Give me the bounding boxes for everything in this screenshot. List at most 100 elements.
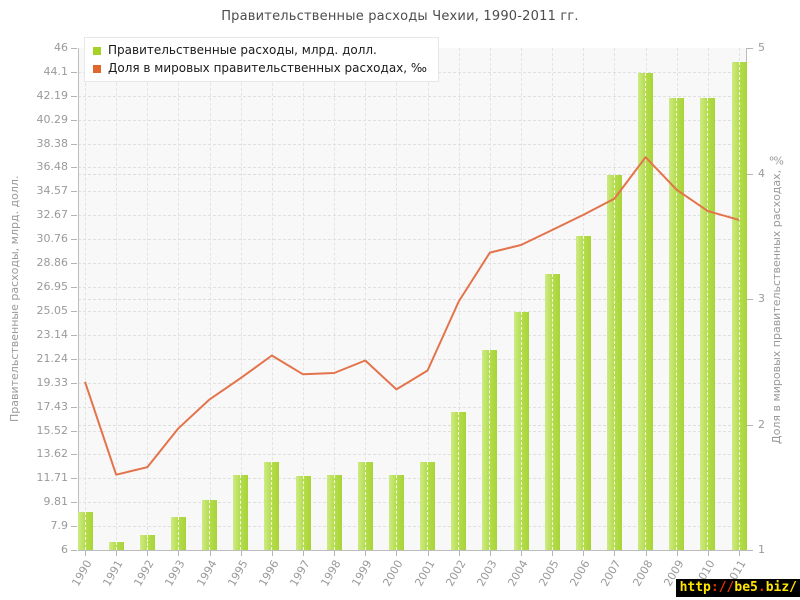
x-tick-label-text: 1993 [162,557,188,589]
left-tick-mark [71,358,77,360]
v-gridline [178,48,180,550]
left-tick-label: 23.14 [36,327,69,341]
legend: Правительственные расходы, млрд. долл. До… [84,37,440,82]
legend-item[interactable]: Правительственные расходы, млрд. долл. [93,43,427,58]
x-tick-mark [489,551,491,556]
bar-2008 [638,73,654,550]
x-tick-mark [739,551,740,556]
x-tick-mark [334,551,336,556]
left-tick-label: 21.24 [36,351,69,365]
left-tick-mark [71,550,77,551]
right-axis-title: Доля в мировых правительственных расхода… [770,153,783,445]
trend-line [84,156,740,476]
h-gridline [78,478,746,480]
left-tick-mark [71,191,77,193]
watermark-text: biz/ [765,580,797,595]
left-tick-mark [71,430,77,432]
x-tick-mark [645,551,647,556]
x-tick-mark [552,551,554,556]
bar-centerline [364,462,366,550]
left-tick-mark [71,382,77,384]
x-tick-mark [396,551,398,556]
left-tick-label: 46 [54,41,68,54]
v-gridline [334,48,336,550]
h-gridline [78,263,746,265]
x-tick-label-text: 1995 [225,557,251,589]
left-tick-label: 9.81 [43,495,69,509]
bar-centerline [551,273,553,550]
left-axis-title: Правительственные расходы, млрд. долл. [8,175,21,423]
legend-swatch [93,46,101,55]
h-gridline [78,143,746,145]
x-tick-label-text: 2001 [411,557,438,589]
left-tick-mark [71,119,77,121]
x-tick-mark [427,551,429,556]
left-tick-mark [71,334,77,336]
h-gridline [78,95,746,97]
x-tick-label-text: 1998 [318,557,344,589]
x-tick-label-text: 1991 [100,557,126,589]
bar-centerline [115,542,117,550]
bar-1997 [295,475,311,550]
x-tick-label-text: 1990 [69,557,95,589]
legend-label: Правительственные расходы, млрд. долл. [108,43,377,57]
bar-1992 [139,534,155,550]
v-gridline [271,48,273,550]
h-gridline [78,502,746,504]
right-tick-mark [747,173,753,175]
left-tick-mark [71,502,77,504]
legend-swatch [93,64,101,73]
x-tick-label-text: 1996 [256,557,282,589]
legend-label: Доля в мировых правительственных расхода… [108,61,428,75]
bar-1998 [326,474,342,550]
bar-centerline [458,411,460,550]
h-gridline [78,454,746,456]
x-tick-label-text: 2006 [567,557,593,589]
left-tick-label: 36.48 [36,160,69,174]
x-tick-label-text: 2002 [443,557,469,589]
x-tick-label-text: 2004 [505,557,531,589]
h-gridline [78,382,746,384]
bar-2000 [388,474,404,550]
v-gridline [116,48,118,550]
v-gridline [147,48,149,550]
left-tick-mark [71,167,77,169]
h-gridline [78,310,746,312]
x-tick-mark [303,551,304,556]
left-tick-label: 32.67 [36,208,69,222]
right-axis-line [746,48,747,551]
left-tick-label: 25.05 [36,303,69,317]
x-tick-mark [116,551,118,556]
right-tick-label: 3 [758,292,765,305]
watermark-text: :// [710,580,735,595]
left-tick-label: 40.29 [36,112,69,126]
legend-item[interactable]: Доля в мировых правительственных расхода… [93,61,427,76]
bar-centerline [177,517,179,550]
left-tick-mark [71,287,77,289]
h-gridline-right [78,299,746,300]
bar-1995 [233,474,249,550]
left-tick-mark [71,95,77,97]
bar-centerline [84,512,86,550]
watermark-text: . [757,580,766,595]
bar-centerline [333,474,335,550]
bar-2001 [420,462,436,550]
bar-centerline [676,98,678,550]
x-tick-mark [240,551,242,556]
watermark-link[interactable]: http://be5.biz/ [675,579,800,597]
bar-centerline [645,73,647,550]
bar-centerline [738,61,740,550]
bar-centerline [146,534,148,550]
left-tick-label: 42.19 [36,88,69,102]
right-tick-label: 5 [758,41,765,54]
x-tick-mark [209,551,211,556]
v-gridline [489,48,491,550]
x-tick-label-text: 2000 [380,557,406,589]
chart-title: Правительственные расходы Чехии, 1990-20… [221,9,579,24]
left-tick-mark [71,215,77,217]
v-gridline [365,48,367,550]
x-tick-mark [521,551,522,556]
bar-2002 [451,411,467,550]
x-tick-mark [707,551,709,556]
